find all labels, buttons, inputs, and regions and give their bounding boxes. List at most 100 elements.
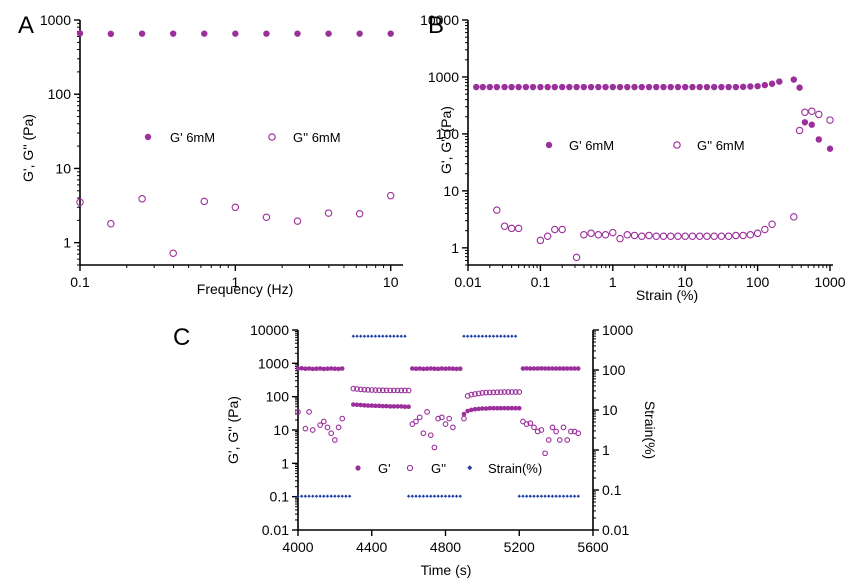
panel-c-series-1-point xyxy=(405,387,412,394)
panel-c-series-2-point xyxy=(355,334,359,338)
panel-c-series-2-point xyxy=(473,334,477,338)
panel-c-series-0-point xyxy=(387,404,393,409)
panel-c-y2-tick-label: 0.1 xyxy=(602,482,622,498)
panel-c-series-2-point xyxy=(513,334,518,338)
panel-c-series-0-point xyxy=(295,366,301,371)
panel-b-y-tick-label: 10000 xyxy=(420,12,459,28)
panel-c-series-2-point xyxy=(502,334,507,338)
panel-c-label: C xyxy=(173,324,190,351)
panel-a-legend-gprime-marker xyxy=(144,133,152,141)
panel-a: A G', G'' (Pa) Frequency (Hz) G' 6mM G''… xyxy=(18,12,403,297)
panel-c-series-2-point xyxy=(569,494,573,498)
panel-c-series-0-point xyxy=(472,406,478,412)
panel-c-legend-strain: Strain(%) xyxy=(488,461,542,476)
panel-b-series-1-point xyxy=(739,231,747,240)
panel-c-series-2-point xyxy=(377,334,381,338)
panel-b-series-1-point xyxy=(594,230,603,239)
panel-b-x-tick-label: 0.01 xyxy=(454,274,481,290)
panel-b-series-0-point xyxy=(645,83,653,91)
panel-b-series-0-point xyxy=(580,83,588,91)
panel-c-series-1-point xyxy=(483,389,489,396)
panel-b-legend-gprime-marker xyxy=(545,141,553,149)
panel-c-series-2-point xyxy=(351,334,356,338)
panel-c-series-1-point xyxy=(332,437,338,443)
panel-b-series-0-point xyxy=(493,83,501,91)
panel-c-series-1-point xyxy=(479,390,486,396)
panel-b-series-0-point xyxy=(501,83,508,91)
panel-c-y-tick-label: 1 xyxy=(281,455,289,471)
panel-b-series-0-point xyxy=(573,83,580,91)
panel-c-y-tick-label: 10 xyxy=(273,422,289,438)
panel-c-series-2-point xyxy=(362,334,367,338)
panel-c-series-0-point xyxy=(424,366,430,372)
panel-b-series-1-point xyxy=(688,232,697,240)
panel-b-series-1-point xyxy=(795,126,804,135)
panel-c-series-2-point xyxy=(399,334,403,338)
panel-b-series-0-point xyxy=(624,83,631,91)
panel-a-ylabel: G', G'' (Pa) xyxy=(20,114,36,182)
panel-b-x-tick-label: 0.1 xyxy=(531,274,551,290)
panel-c-series-0-point xyxy=(380,403,386,409)
panel-b-series-1-point xyxy=(761,225,769,234)
panel-c-series-2-point xyxy=(344,494,348,498)
panel-b-series-0-point xyxy=(747,83,754,90)
panel-c-series-0-point xyxy=(369,403,375,408)
panel-b-series-1-point xyxy=(580,230,588,239)
panel-c-series-2-point xyxy=(429,494,433,498)
panel-c-series-0-point xyxy=(505,405,511,411)
panel-b-series-0-point xyxy=(808,121,815,128)
panel-c-series-2-point xyxy=(517,494,521,498)
panel-c-series-1-point xyxy=(387,387,394,394)
panel-c-series-0-point xyxy=(402,404,408,410)
panel-a-series-1-point xyxy=(200,197,209,206)
panel-c-series-0-point xyxy=(310,366,316,372)
panel-c-series-0-point xyxy=(520,366,526,371)
panel-c-series-0-point xyxy=(421,366,426,372)
panel-c-series-1-point xyxy=(475,390,482,397)
panel-c-series-2-point xyxy=(358,334,363,338)
panel-b-series-0-point xyxy=(725,83,732,91)
panel-b-series-0-point xyxy=(515,83,522,91)
panel-b-x-tick-label: 1000 xyxy=(814,274,845,290)
panel-a-legend-gdouble: G'' 6mM xyxy=(293,130,341,145)
panel-c-series-0-point xyxy=(362,403,367,408)
panel-c-series-2-point xyxy=(465,334,470,338)
panel-c-series-2-point xyxy=(535,494,540,498)
panel-b-series-1-point xyxy=(808,107,816,116)
panel-c-series-2-point xyxy=(554,494,558,498)
panel-c-series-2-point xyxy=(421,494,426,498)
panel-c-series-2-point xyxy=(432,494,437,498)
panel-b-series-0-point xyxy=(703,83,711,91)
panel-b-series-1-point xyxy=(543,232,552,240)
panel-c-series-0-point xyxy=(384,403,389,409)
panel-b-y-tick-label: 1000 xyxy=(428,69,459,85)
panel-b-series-0-point xyxy=(674,83,682,91)
panel-b-series-1-point xyxy=(746,230,755,239)
panel-b-series-1-point xyxy=(623,230,632,239)
panel-b-series-1-point xyxy=(601,230,610,239)
panel-c-series-1-point xyxy=(320,418,327,425)
panel-c-series-1-point xyxy=(560,424,567,431)
panel-c-series-0-point xyxy=(446,366,452,371)
panel-c-series-1-point xyxy=(394,387,401,394)
panel-c-series-2-point xyxy=(543,494,547,498)
panel-b-series-0-point xyxy=(587,83,595,91)
panel-c-series-0-point xyxy=(336,366,341,372)
panel-b-series-1-point xyxy=(753,229,762,238)
panel-b-series-0-point xyxy=(638,83,645,91)
panel-c-series-1-point xyxy=(505,389,512,395)
panel-b-series-0-point xyxy=(558,83,566,91)
panel-b-series-0-point xyxy=(473,83,480,91)
panel-b-series-1-point xyxy=(493,206,501,214)
panel-c-series-1-point xyxy=(516,389,523,395)
panel-a-series-0-point xyxy=(263,30,270,37)
panel-a-legend-gdouble-marker xyxy=(268,133,276,141)
panel-c-series-0-point xyxy=(435,366,441,372)
panel-c-series-2-point xyxy=(506,334,510,338)
panel-c-y2-tick-label: 1 xyxy=(602,442,610,458)
panel-b-x-tick-label: 1 xyxy=(609,274,617,290)
panel-c-series-0-point xyxy=(542,366,548,371)
panel-c-series-2-point xyxy=(388,334,392,338)
panel-b-series-0-point xyxy=(479,83,486,91)
